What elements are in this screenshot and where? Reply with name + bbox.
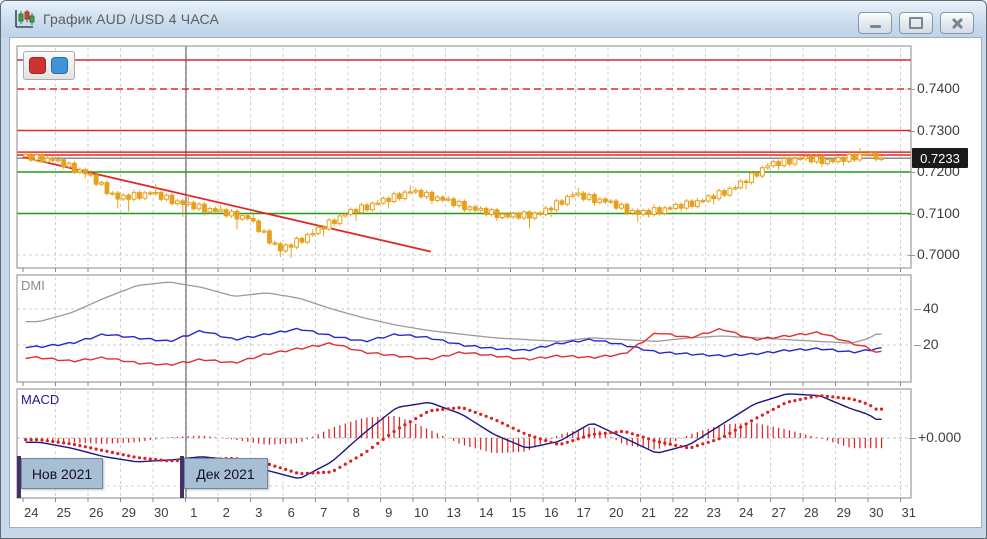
candlestick-chart-icon [15,10,35,28]
x-axis-label: 21 [641,505,656,520]
minimize-button[interactable] [858,12,892,34]
x-axis-label: 24 [739,505,754,520]
x-axis-label: 20 [609,505,624,520]
x-axis-label: 29 [121,505,136,520]
x-axis-label: 17 [576,505,591,520]
x-axis-label: 13 [446,505,461,520]
x-axis-label: 6 [287,505,295,520]
x-axis-label: 16 [544,505,559,520]
x-axis-label: 3 [255,505,263,520]
blue-tool-button[interactable] [51,57,68,74]
restore-button[interactable] [899,12,933,34]
month-label: Нов 2021 [21,458,103,489]
x-axis-label: 7 [320,505,328,520]
month-separator-bar [179,456,184,498]
dmi-axis-label: 40 [914,300,939,316]
x-axis-label: 27 [771,505,786,520]
dmi-axis-label: 20 [914,336,939,352]
x-axis-label: 23 [706,505,721,520]
x-axis-label: 10 [414,505,429,520]
x-axis-label: 30 [154,505,169,520]
x-axis-label: 14 [479,505,494,520]
price-axis-label: 0.7100 [908,204,960,221]
x-axis-label: 2 [222,505,230,520]
minimize-icon [869,24,881,28]
current-price-badge: 0.7233 [912,148,968,169]
x-axis-label: 25 [56,505,71,520]
x-axis-label: 8 [352,505,360,520]
x-axis-label: 30 [869,505,884,520]
price-axis-label: 0.7000 [908,246,960,262]
x-axis-label: 31 [901,505,916,520]
price-axis-label: 0.7300 [908,121,960,138]
window-title: График AUD /USD 4 ЧАСА [43,11,220,27]
window-titlebar[interactable]: График AUD /USD 4 ЧАСА [1,1,986,37]
macd-axis-label: +0.000 [908,429,962,445]
x-axis-label: 22 [674,505,689,520]
x-axis-label: 9 [385,505,393,520]
x-axis-label: 26 [89,505,104,520]
restore-icon [909,17,923,29]
red-tool-button[interactable] [29,57,46,74]
price-axis-label: 0.7400 [908,80,960,96]
x-axis-label: 24 [24,505,39,520]
macd-pane-label: MACD [21,392,60,407]
month-label: Дек 2021 [183,458,268,489]
x-axis-label: 1 [190,505,198,520]
x-axis-label: 29 [836,505,851,520]
x-axis-label: 28 [804,505,819,520]
drawing-toolbox [23,51,75,80]
month-separator-bar [17,456,21,498]
dmi-pane-label: DMI [21,278,45,293]
close-button[interactable] [940,12,974,34]
x-axis-label: 15 [511,505,526,520]
